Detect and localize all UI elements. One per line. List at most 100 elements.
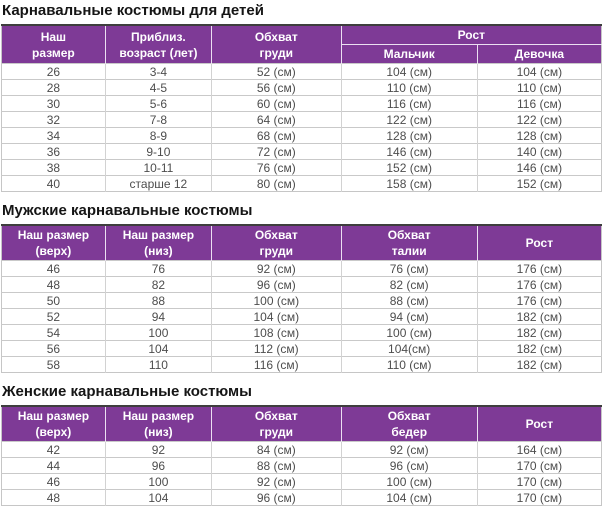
size-cell: 104 (см) bbox=[340, 489, 478, 506]
column-header: Обхват талии bbox=[340, 225, 478, 261]
size-cell: 96 (см) bbox=[210, 276, 342, 293]
column-header: Рост bbox=[476, 225, 602, 261]
size-cell: 3-4 bbox=[104, 63, 212, 80]
size-cell: 146 (см) bbox=[476, 159, 602, 176]
size-cell: 170 (см) bbox=[476, 489, 602, 506]
size-cell: 104 (см) bbox=[476, 63, 602, 80]
size-cell: 92 (см) bbox=[340, 441, 478, 458]
size-cell: 48 bbox=[1, 276, 106, 293]
children-size-table: Наш размер Приблиз. возраст (лет) Обхват груд… bbox=[1, 24, 602, 192]
size-cell: 122 (см) bbox=[476, 111, 602, 128]
size-cell: 112 (см) bbox=[210, 340, 342, 357]
column-header: Обхват бедер bbox=[340, 406, 478, 442]
column-header: Наш размер bbox=[1, 25, 106, 64]
size-row: 48 104 96 (см) 104 (см) 170 (см) bbox=[1, 489, 602, 506]
size-cell: 60 (см) bbox=[210, 95, 342, 112]
size-cell: 38 bbox=[1, 159, 106, 176]
size-cell: 108 (см) bbox=[210, 324, 342, 341]
size-cell: 40 bbox=[1, 175, 106, 192]
size-cell: 34 bbox=[1, 127, 106, 144]
size-cell: 146 (см) bbox=[340, 143, 478, 160]
size-cell: 100 bbox=[104, 473, 212, 490]
size-cell: 128 (см) bbox=[476, 127, 602, 144]
size-row: 30 5-6 60 (см) 116 (см) 116 (см) bbox=[1, 95, 602, 112]
size-cell: 94 bbox=[104, 308, 212, 325]
size-cell: 116 (см) bbox=[210, 356, 342, 373]
size-row: 46 100 92 (см) 100 (см) 170 (см) bbox=[1, 473, 602, 490]
size-cell: 96 bbox=[104, 457, 212, 474]
size-cell: 58 bbox=[1, 356, 106, 373]
size-cell: 88 (см) bbox=[340, 292, 478, 309]
size-cell: 42 bbox=[1, 441, 106, 458]
size-cell: старше 12 bbox=[104, 175, 212, 192]
size-cell: 128 (см) bbox=[340, 127, 478, 144]
women-size-table: Наш размер (верх) Наш размер (низ) Обхват гру… bbox=[1, 405, 602, 506]
size-cell: 152 (см) bbox=[340, 159, 478, 176]
size-row: 32 7-8 64 (см) 122 (см) 122 (см) bbox=[1, 111, 602, 128]
size-row: 46 76 92 (см) 76 (см) 176 (см) bbox=[1, 260, 602, 277]
size-cell: 104(см) bbox=[340, 340, 478, 357]
size-cell: 140 (см) bbox=[476, 143, 602, 160]
size-cell: 36 bbox=[1, 143, 106, 160]
size-cell: 110 (см) bbox=[476, 79, 602, 96]
size-cell: 10-11 bbox=[104, 159, 212, 176]
size-cell: 96 (см) bbox=[340, 457, 478, 474]
column-header: Мальчик bbox=[340, 44, 478, 64]
men-size-table: Наш размер (верх) Наш размер (низ) Обхват гру… bbox=[1, 224, 602, 373]
size-cell: 122 (см) bbox=[340, 111, 478, 128]
size-cell: 164 (см) bbox=[476, 441, 602, 458]
size-row: 50 88 100 (см) 88 (см) 176 (см) bbox=[1, 292, 602, 309]
size-cell: 158 (см) bbox=[340, 175, 478, 192]
size-cell: 4-5 bbox=[104, 79, 212, 96]
size-cell: 88 bbox=[104, 292, 212, 309]
size-cell: 5-6 bbox=[104, 95, 212, 112]
size-cell: 9-10 bbox=[104, 143, 212, 160]
column-header: Рост bbox=[476, 406, 602, 442]
size-cell: 76 bbox=[104, 260, 212, 277]
size-cell: 100 (см) bbox=[210, 292, 342, 309]
children-table-title: Карнавальные костюмы для детей bbox=[2, 2, 264, 19]
size-cell: 76 (см) bbox=[340, 260, 478, 277]
column-header: Обхват груди bbox=[210, 406, 342, 442]
women-table-title: Женские карнавальные костюмы bbox=[2, 383, 252, 400]
size-row: 48 82 96 (см) 82 (см) 176 (см) bbox=[1, 276, 602, 293]
size-row: 38 10-11 76 (см) 152 (см) 146 (см) bbox=[1, 159, 602, 176]
size-cell: 88 (см) bbox=[210, 457, 342, 474]
size-row: 54 100 108 (см) 100 (см) 182 (см) bbox=[1, 324, 602, 341]
size-cell: 68 (см) bbox=[210, 127, 342, 144]
size-row: 26 3-4 52 (см) 104 (см) 104 (см) bbox=[1, 63, 602, 80]
women-sizes-section: Женские карнавальные костюмы Наш размер(… bbox=[1, 384, 602, 506]
size-cell: 52 bbox=[1, 308, 106, 325]
size-cell: 56 bbox=[1, 340, 106, 357]
size-cell: 104 (см) bbox=[340, 63, 478, 80]
size-cell: 46 bbox=[1, 473, 106, 490]
size-row: 44 96 88 (см) 96 (см) 170 (см) bbox=[1, 457, 602, 474]
men-table-title: Мужские карнавальные костюмы bbox=[2, 202, 253, 219]
column-header: Рост bbox=[340, 25, 602, 45]
size-cell: 110 (см) bbox=[340, 356, 478, 373]
size-cell: 152 (см) bbox=[476, 175, 602, 192]
column-header: Приблиз. возраст (лет) bbox=[104, 25, 212, 64]
size-cell: 104 (см) bbox=[210, 308, 342, 325]
size-cell: 182 (см) bbox=[476, 356, 602, 373]
size-cell: 116 (см) bbox=[476, 95, 602, 112]
size-cell: 116 (см) bbox=[340, 95, 478, 112]
size-cell: 110 bbox=[104, 356, 212, 373]
size-cell: 176 (см) bbox=[476, 292, 602, 309]
size-row: 42 92 84 (см) 92 (см) 164 (см) bbox=[1, 441, 602, 458]
column-header: Наш размер (верх) bbox=[1, 406, 106, 442]
size-cell: 92 (см) bbox=[210, 473, 342, 490]
size-cell: 82 (см) bbox=[340, 276, 478, 293]
size-row: 52 94 104 (см) 94 (см) 182 (см) bbox=[1, 308, 602, 325]
size-cell: 76 (см) bbox=[210, 159, 342, 176]
size-cell: 28 bbox=[1, 79, 106, 96]
size-cell: 26 bbox=[1, 63, 106, 80]
column-header: Наш размер (низ) bbox=[104, 225, 212, 261]
size-cell: 7-8 bbox=[104, 111, 212, 128]
size-cell: 52 (см) bbox=[210, 63, 342, 80]
size-cell: 170 (см) bbox=[476, 473, 602, 490]
children-sizes-section: Карнавальные костюмы для детей Наш размер… bbox=[1, 3, 602, 192]
column-header: Наш размер (низ) bbox=[104, 406, 212, 442]
size-cell: 170 (см) bbox=[476, 457, 602, 474]
